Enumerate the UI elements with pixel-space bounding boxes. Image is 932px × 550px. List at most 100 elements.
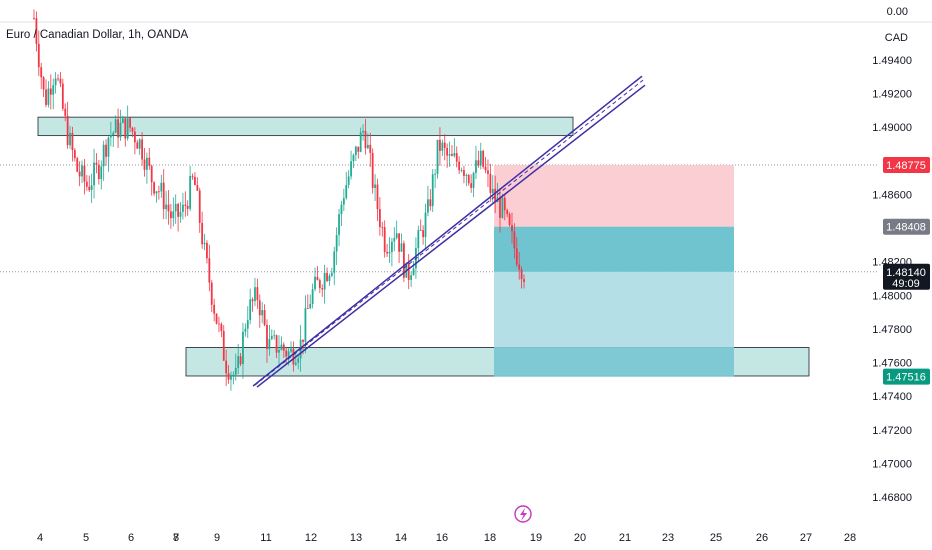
candle-body (61, 83, 64, 109)
candle-up (261, 302, 264, 324)
candle-body (503, 197, 506, 211)
candle-body (374, 184, 376, 188)
candle-up (254, 277, 256, 307)
channel-upper-line[interactable] (252, 75, 643, 387)
profit-progress-zone (494, 226, 734, 272)
price-tick-label: 1.47200 (872, 425, 912, 437)
candle-body (412, 268, 415, 276)
time-axis[interactable]: 4 5 6 78 9 11 12 13 14 16 18 19 20 21 23 25 26 27 28 (37, 532, 856, 544)
candle-body (285, 350, 288, 357)
lightning-icon[interactable] (514, 505, 532, 523)
candle-down (64, 103, 67, 122)
candle-up (340, 200, 343, 227)
target-price-tag-bg (883, 368, 930, 385)
candle-body (186, 205, 189, 209)
candle-body (131, 127, 134, 132)
candle-body (287, 351, 290, 357)
candle-up (230, 371, 232, 391)
candle-body (515, 248, 518, 265)
price-tick-label: 1.47000 (872, 458, 912, 470)
candle-down (153, 181, 155, 197)
candle-body (345, 184, 348, 199)
candle-body (297, 358, 300, 363)
candle-up (460, 167, 463, 173)
candle-down (463, 165, 465, 184)
candle-body (258, 300, 261, 316)
candle-body (107, 137, 110, 157)
time-tick-label: 23 (662, 532, 674, 544)
candle-body (458, 161, 461, 171)
candle-body (129, 118, 131, 128)
candle-body (364, 130, 367, 149)
candle-body (136, 142, 139, 149)
candle-down (88, 175, 91, 193)
candle-body (100, 166, 103, 180)
candle-up (270, 329, 273, 341)
candle-down (446, 143, 449, 168)
price-tick-label: 1.46800 (872, 492, 912, 504)
price-tick-label: 1.49400 (872, 55, 912, 67)
candle-down (225, 349, 228, 387)
candle-body (49, 88, 52, 95)
candle-down (518, 252, 521, 280)
candle-up (393, 227, 396, 252)
candle-body (354, 146, 357, 156)
candle-body (383, 227, 386, 252)
candle-down (33, 9, 35, 20)
price-axis[interactable]: 0.00CAD1.494001.492001.490001.486001.482… (872, 6, 912, 504)
stop-price-tag-bg (883, 157, 930, 174)
candle-up (172, 197, 175, 227)
candle-body (83, 165, 86, 182)
candle-down (198, 187, 201, 233)
time-tick-label: 21 (619, 532, 631, 544)
candle-up (102, 140, 105, 181)
candle-body (410, 275, 413, 280)
candle-body (371, 152, 374, 188)
target-overlap-zone (494, 347, 734, 377)
candle-down (206, 240, 208, 264)
candle-up (107, 136, 110, 172)
candle-down (439, 127, 441, 166)
candle-up (52, 78, 55, 110)
candle-body (220, 323, 223, 332)
candle-up (155, 190, 158, 203)
candle-down (186, 200, 189, 216)
candle-down (133, 127, 136, 155)
candle-body (93, 162, 95, 186)
time-tick-label: 26 (756, 532, 768, 544)
candle-up (374, 174, 376, 202)
candle-body (119, 122, 122, 138)
candle-body (155, 191, 158, 194)
candle-body (275, 335, 278, 353)
candle-body (268, 338, 271, 349)
candle-body (249, 299, 252, 321)
candle-body (45, 89, 47, 105)
candle-down (136, 139, 139, 149)
candle-body (487, 170, 489, 174)
candle-body (431, 174, 434, 207)
time-tick-label: 28 (844, 532, 856, 544)
candle-body (395, 233, 398, 239)
candle-body (153, 182, 155, 194)
candle-up (479, 142, 482, 170)
candle-body (479, 150, 482, 166)
time-tick-label: 19 (530, 532, 542, 544)
time-tick-label: 7 (173, 532, 179, 544)
candle-body (453, 153, 456, 156)
candle-down (124, 118, 127, 147)
candle-down (515, 237, 518, 267)
candle-body (376, 184, 379, 210)
candle-body (138, 139, 141, 149)
candle-down (306, 294, 309, 310)
support-resistance-zone (37, 116, 574, 137)
candle-up (410, 271, 413, 288)
candle-body (282, 344, 285, 351)
candle-up (448, 141, 451, 167)
candle-down (95, 153, 98, 174)
candle-body (35, 18, 38, 44)
channel-layer[interactable] (252, 75, 646, 388)
candle-up (328, 273, 331, 286)
channel-lower-line[interactable] (256, 84, 646, 388)
